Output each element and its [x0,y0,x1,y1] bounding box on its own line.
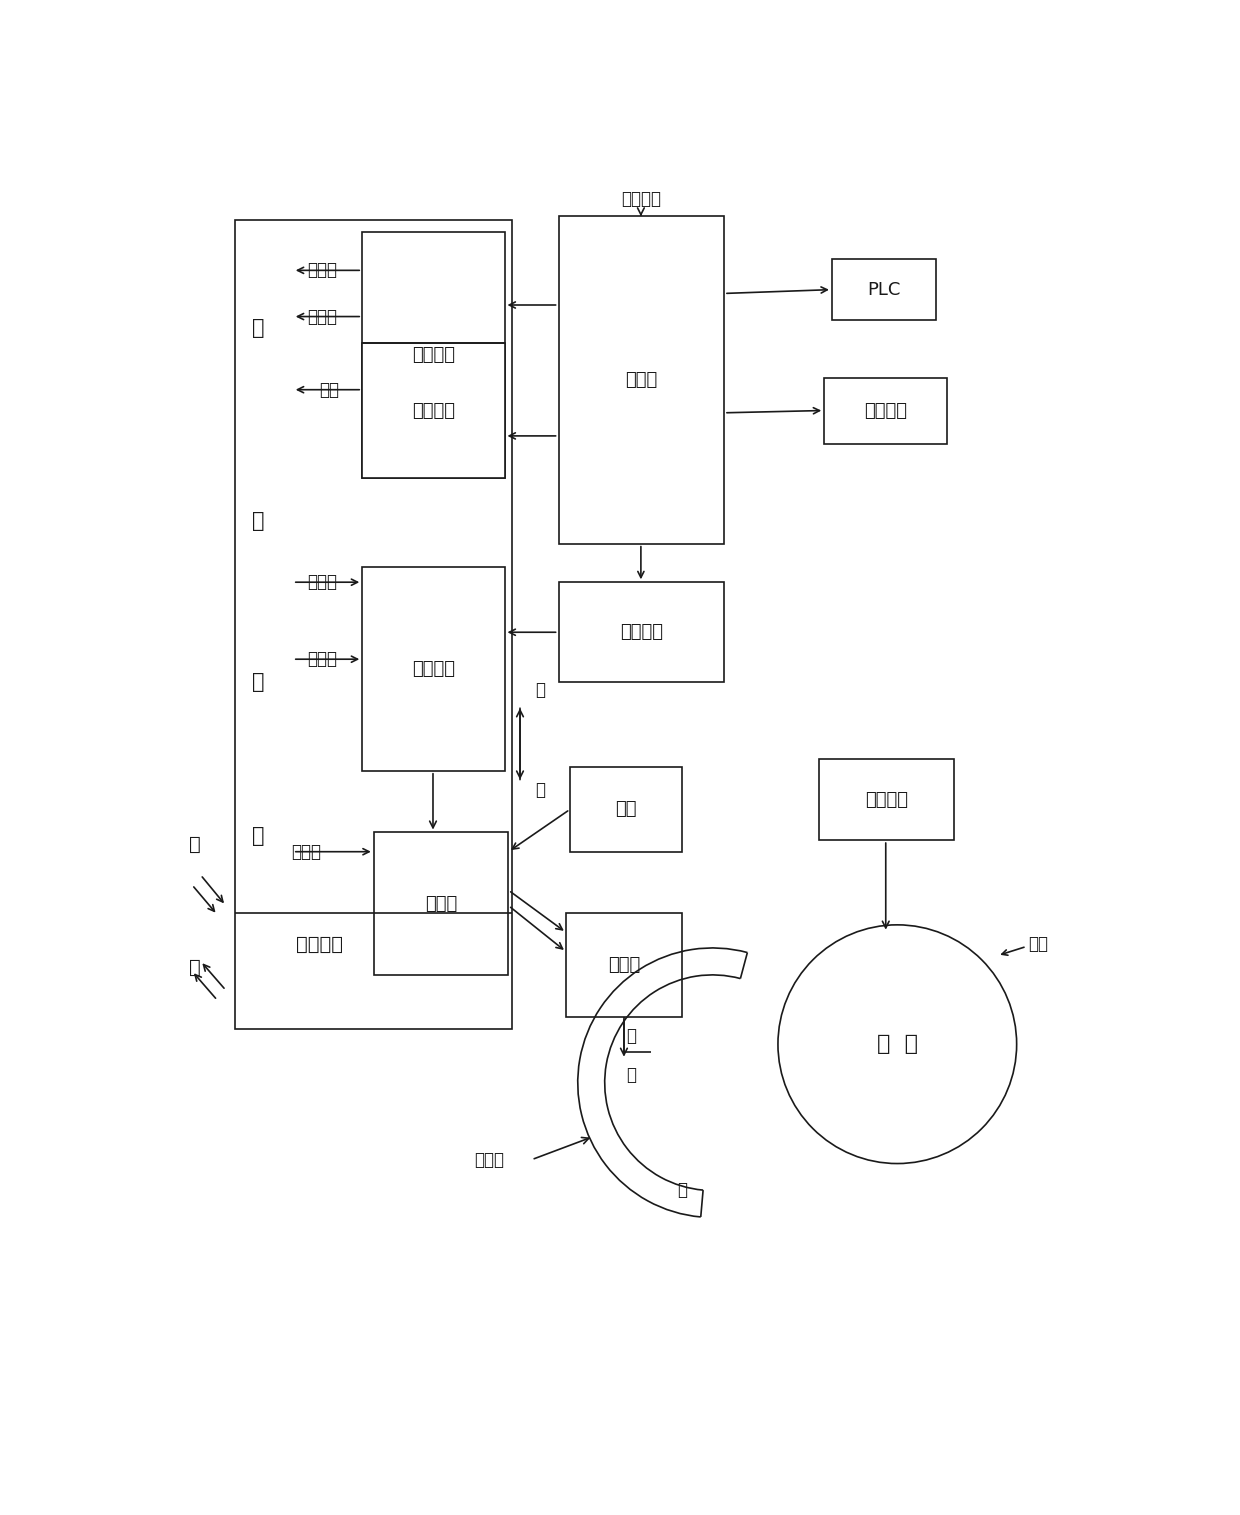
Text: 直流电源: 直流电源 [412,401,455,420]
Bar [825,379,947,444]
Text: 交流电源: 交流电源 [621,189,661,208]
Text: 结: 结 [626,1027,636,1045]
Text: 熔炼炉: 熔炼炉 [425,895,458,912]
Text: 进: 进 [190,835,201,853]
Text: 旋转: 旋转 [1028,935,1048,953]
Text: 行走小车: 行走小车 [296,935,343,953]
Text: 冷却水: 冷却水 [474,1151,505,1168]
Text: 晶: 晶 [626,1067,636,1085]
Bar [362,567,505,771]
Text: 退: 退 [190,957,201,977]
Text: 其它设备: 其它设备 [864,401,908,420]
Text: 控: 控 [252,511,264,530]
Text: 升: 升 [536,682,546,698]
Text: 水气电: 水气电 [308,573,337,591]
Text: 浇铸口: 浇铸口 [608,956,640,974]
Text: 冷却水: 冷却水 [308,262,337,279]
Text: 开关柜: 开关柜 [625,371,657,389]
Text: 转动装置: 转动装置 [864,791,908,809]
Bar [818,759,954,841]
Text: PLC: PLC [867,280,900,298]
Bar [362,344,505,479]
Bar [236,220,512,1029]
Text: 高频电源: 高频电源 [620,623,662,641]
Bar [558,582,724,682]
Text: 轧  辊: 轧 辊 [877,1035,918,1054]
Text: 等离子枪: 等离子枪 [412,661,455,677]
Bar [832,259,936,320]
Text: 电缆: 电缆 [319,380,339,398]
Bar [373,832,508,974]
Text: 架: 架 [252,826,264,847]
Text: 器: 器 [677,1182,687,1200]
Text: 压缩气: 压缩气 [308,308,337,326]
Text: 辅助系统: 辅助系统 [412,345,455,364]
Bar [567,914,682,1017]
Text: 底电极: 底电极 [291,842,321,861]
Text: 支: 支 [252,673,264,692]
Text: 操: 操 [252,318,264,338]
Bar [558,217,724,544]
Text: 降: 降 [536,782,546,798]
Text: 夹持器: 夹持器 [308,650,337,668]
Bar [570,767,682,851]
Bar [362,232,505,479]
Text: 物料: 物料 [615,800,636,818]
